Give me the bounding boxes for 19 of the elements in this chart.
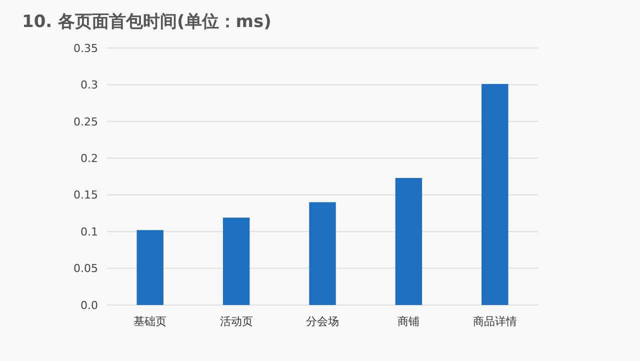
bar bbox=[222, 218, 250, 305]
y-tick-label: 0.15 bbox=[74, 188, 98, 202]
y-tick-label: 0.05 bbox=[74, 262, 98, 276]
y-tick-label: 0.1 bbox=[80, 225, 98, 238]
bar bbox=[136, 230, 164, 305]
bar bbox=[395, 178, 422, 305]
x-tick-label: 商品详情 bbox=[472, 315, 517, 328]
bar bbox=[309, 202, 336, 305]
y-tick-label: 0.0 bbox=[80, 298, 98, 312]
x-tick-label: 基础页 bbox=[134, 315, 167, 328]
y-tick-label: 0.3 bbox=[80, 78, 98, 92]
y-tick-label: 0.35 bbox=[74, 42, 98, 55]
x-tick-label: 商铺 bbox=[398, 315, 420, 328]
x-tick-label: 分会场 bbox=[306, 315, 339, 328]
x-tick-label: 活动页 bbox=[220, 315, 253, 328]
y-tick-label: 0.2 bbox=[80, 152, 98, 165]
chart-title: 10. 各页面首包时间(单位：ms) bbox=[22, 12, 272, 32]
bar bbox=[482, 84, 508, 305]
y-tick-label: 0.25 bbox=[74, 115, 98, 128]
